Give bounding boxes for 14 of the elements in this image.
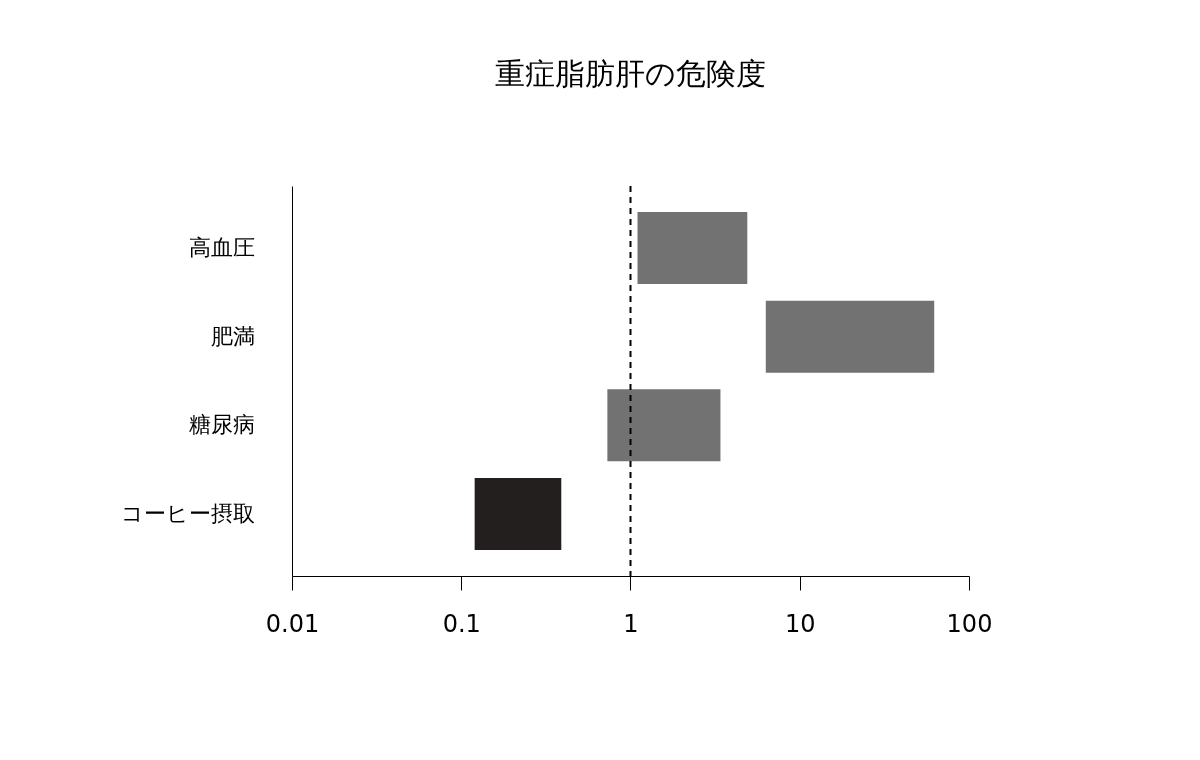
y-tick-label: 糖尿病 [188,412,255,438]
bar [474,477,562,550]
chart-title: 重症脂肪肝の危険度 [495,56,766,91]
bar [607,389,721,462]
x-tick-label: 0.1 [442,609,481,638]
x-tick-label: 1 [623,609,639,638]
y-tick-label: 高血圧 [188,235,255,261]
x-tick-label: 0.01 [265,609,320,638]
bar [765,300,935,373]
y-tick-label: コーヒー摂取 [120,500,255,526]
x-tick-label: 100 [946,609,993,638]
x-tick-label: 10 [784,609,816,638]
bar [637,212,748,285]
y-tick-label: 肥満 [210,323,255,349]
